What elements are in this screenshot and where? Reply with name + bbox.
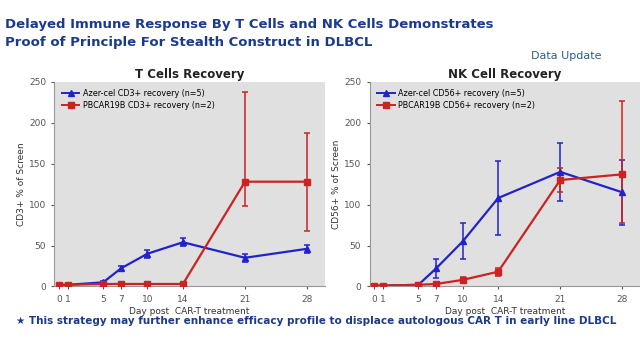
Text: Ex Vivo: Ex Vivo bbox=[541, 12, 592, 25]
X-axis label: Day post  CAR-T treatment: Day post CAR-T treatment bbox=[129, 307, 250, 315]
Legend: Azer-cel CD3+ recovery (n=5), PBCAR19B CD3+ recovery (n=2): Azer-cel CD3+ recovery (n=5), PBCAR19B C… bbox=[58, 86, 218, 113]
Y-axis label: CD3+ % of Screen: CD3+ % of Screen bbox=[17, 142, 26, 226]
Y-axis label: CD56+ % of Screen: CD56+ % of Screen bbox=[332, 139, 341, 229]
Text: ★ This strategy may further enhance efficacy profile to displace autologous CAR : ★ This strategy may further enhance effi… bbox=[16, 316, 616, 326]
X-axis label: Day post  CAR-T treatment: Day post CAR-T treatment bbox=[445, 307, 565, 315]
Title: NK Cell Recovery: NK Cell Recovery bbox=[448, 68, 561, 81]
Text: Delayed Immune Response By T Cells and NK Cells Demonstrates
Proof of Principle : Delayed Immune Response By T Cells and N… bbox=[5, 18, 493, 49]
Text: Data Update: Data Update bbox=[531, 51, 602, 61]
Legend: Azer-cel CD56+ recovery (n=5), PBCAR19B CD56+ recovery (n=2): Azer-cel CD56+ recovery (n=5), PBCAR19B … bbox=[374, 86, 538, 113]
Title: T Cells Recovery: T Cells Recovery bbox=[135, 68, 244, 81]
